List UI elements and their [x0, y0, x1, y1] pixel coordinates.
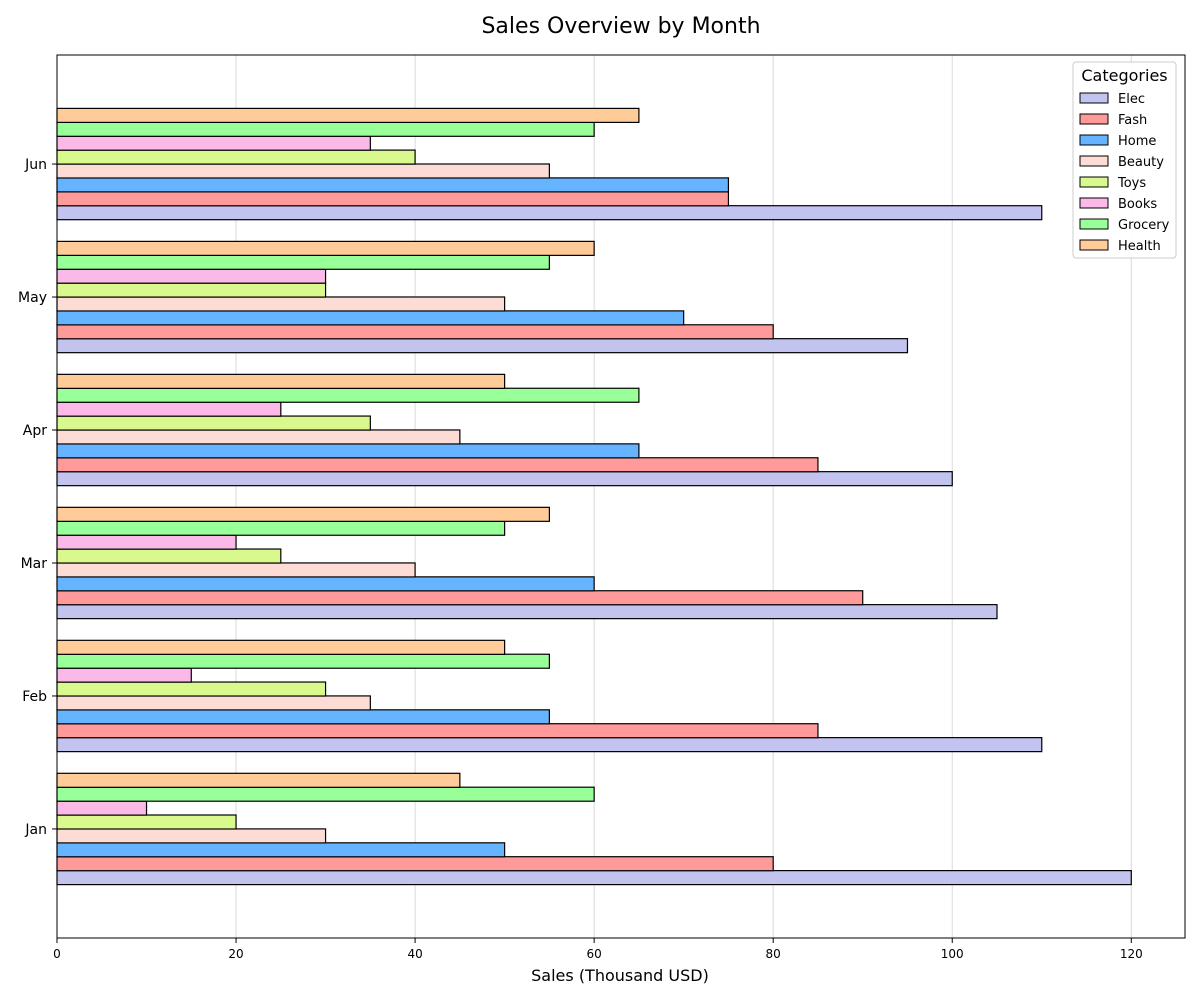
bar-elec-may — [56, 338, 909, 354]
bar-toys-apr — [56, 415, 371, 431]
bar-grocery-apr — [56, 387, 640, 403]
x-tick-label: 0 — [53, 947, 61, 961]
bar-books-mar — [56, 534, 237, 550]
legend-title: Categories — [1081, 66, 1167, 85]
x-tick-label: 40 — [407, 947, 422, 961]
legend-swatch-books — [1079, 197, 1109, 209]
x-axis: 0 20 40 60 80 100 120 — [53, 938, 1143, 961]
bar-health-feb — [56, 639, 506, 655]
bar-fash-apr — [56, 457, 819, 473]
bar-books-jun — [56, 135, 371, 151]
y-axis: Jan Feb Mar Apr May Jun — [18, 157, 57, 838]
bar-books-may — [56, 268, 327, 284]
legend-swatch-grocery — [1079, 218, 1109, 230]
bar-fash-may — [56, 324, 774, 340]
bar-beauty-feb — [56, 695, 371, 711]
legend-label-fash: Fash — [1118, 113, 1147, 128]
y-tick-label: Apr — [23, 423, 47, 439]
bar-beauty-apr — [56, 429, 461, 445]
plot-frame — [56, 54, 1186, 939]
legend: Categories Elec Fash Home Beauty Toys Books Gro… — [1072, 61, 1177, 259]
chart-title: Sales Overview by Month — [481, 14, 760, 39]
bar-fash-feb — [56, 723, 819, 739]
bar-home-jun — [56, 177, 730, 193]
legend-label-elec: Elec — [1118, 92, 1145, 107]
bar-fash-jun — [56, 191, 730, 207]
bar-home-may — [56, 310, 685, 326]
y-tick-label: Jan — [24, 822, 47, 838]
legend-swatch-toys — [1079, 176, 1109, 188]
legend-swatch-home — [1079, 134, 1109, 146]
legend-label-home: Home — [1118, 134, 1156, 149]
bar-elec-apr — [56, 471, 953, 487]
bar-toys-may — [56, 282, 327, 298]
bar-beauty-mar — [56, 562, 416, 578]
bar-home-mar — [56, 576, 595, 592]
y-tick-label: May — [18, 290, 47, 306]
y-tick-label: Feb — [22, 689, 47, 705]
bar-toys-jan — [56, 814, 237, 830]
legend-label-health: Health — [1118, 239, 1161, 254]
y-tick-label: Jun — [24, 157, 47, 173]
legend-label-books: Books — [1118, 197, 1157, 212]
legend-swatch-beauty — [1079, 155, 1109, 167]
bar-beauty-jun — [56, 163, 550, 179]
legend-swatch-fash — [1079, 113, 1109, 125]
bar-health-may — [56, 240, 595, 256]
bar-health-jun — [56, 107, 640, 123]
bar-books-jan — [56, 800, 148, 816]
x-tick-label: 60 — [587, 947, 602, 961]
bar-fash-jan — [56, 856, 774, 872]
bar-home-jan — [56, 842, 506, 858]
bar-beauty-jan — [56, 828, 327, 844]
bar-grocery-may — [56, 254, 550, 270]
x-tick-label: 20 — [228, 947, 243, 961]
bar-home-feb — [56, 709, 550, 725]
bar-elec-jun — [56, 205, 1043, 221]
bar-health-apr — [56, 373, 506, 389]
legend-label-beauty: Beauty — [1118, 155, 1164, 170]
bar-toys-jun — [56, 149, 416, 165]
bars — [56, 107, 1132, 886]
legend-swatch-elec — [1079, 92, 1109, 104]
legend-label-grocery: Grocery — [1118, 218, 1170, 233]
bar-toys-mar — [56, 548, 282, 564]
bar-elec-jan — [56, 870, 1132, 886]
x-axis-label: Sales (Thousand USD) — [531, 966, 709, 985]
bar-health-jan — [56, 772, 461, 788]
bar-grocery-feb — [56, 653, 550, 669]
y-tick-label: Mar — [21, 556, 48, 572]
bar-books-apr — [56, 401, 282, 417]
bar-books-feb — [56, 667, 192, 683]
bar-home-apr — [56, 443, 640, 459]
legend-frame — [1072, 61, 1177, 259]
bar-beauty-may — [56, 296, 506, 312]
bar-elec-feb — [56, 737, 1043, 753]
bar-grocery-mar — [56, 520, 506, 536]
legend-swatch-health — [1079, 239, 1109, 251]
bar-grocery-jan — [56, 786, 595, 802]
x-tick-label: 100 — [941, 947, 964, 961]
legend-label-toys: Toys — [1117, 176, 1146, 191]
bar-toys-feb — [56, 681, 327, 697]
bar-elec-mar — [56, 604, 998, 620]
x-tick-label: 120 — [1120, 947, 1143, 961]
bar-grocery-jun — [56, 121, 595, 137]
x-tick-label: 80 — [766, 947, 781, 961]
bar-health-mar — [56, 506, 550, 522]
bar-fash-mar — [56, 590, 864, 606]
